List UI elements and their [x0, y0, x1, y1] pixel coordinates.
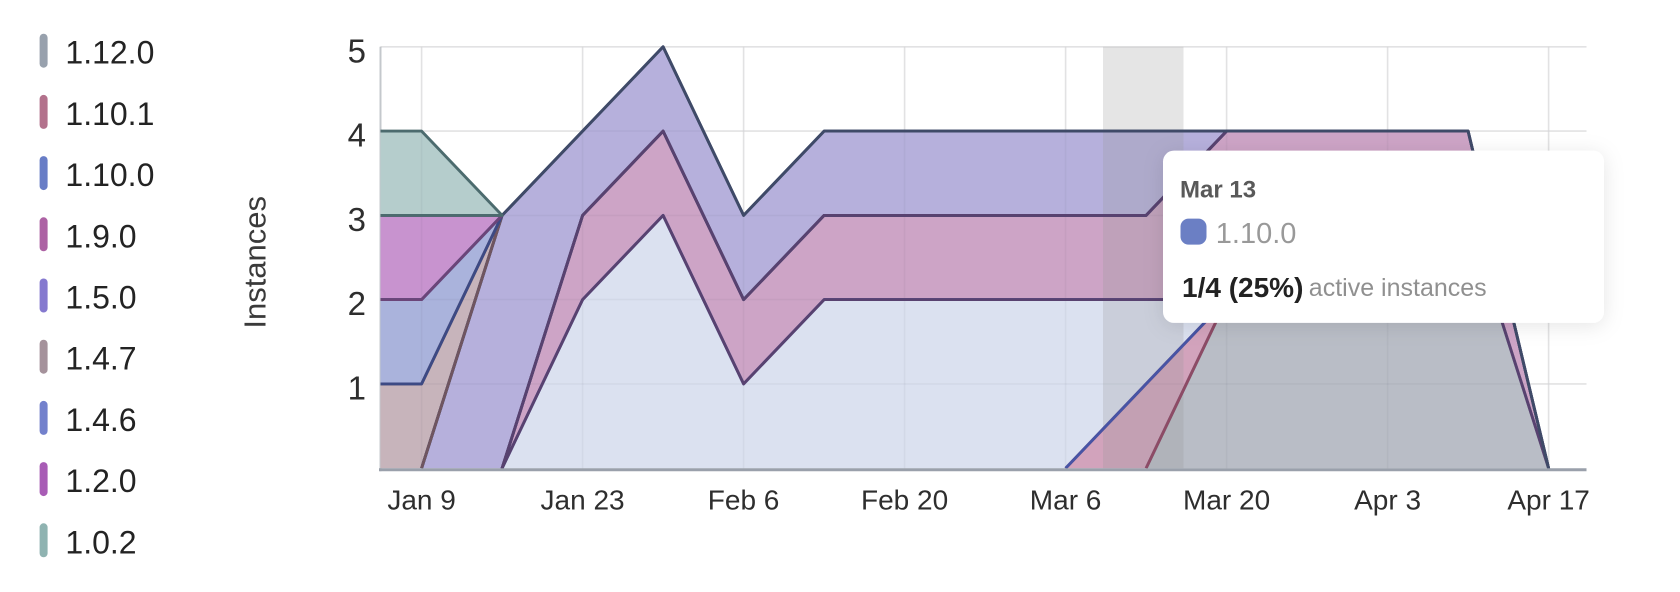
- svg-text:1.10.1: 1.10.1: [65, 96, 154, 132]
- svg-text:Instances: Instances: [238, 196, 273, 329]
- svg-text:Mar 20: Mar 20: [1183, 485, 1270, 516]
- svg-text:Apr 17: Apr 17: [1507, 485, 1590, 516]
- svg-text:Mar 13: Mar 13: [1180, 177, 1256, 204]
- svg-text:Jan 9: Jan 9: [387, 485, 456, 516]
- svg-text:Mar 6: Mar 6: [1030, 485, 1102, 516]
- svg-text:3: 3: [348, 201, 366, 238]
- svg-text:Feb 20: Feb 20: [861, 485, 948, 516]
- svg-text:1: 1: [348, 369, 366, 406]
- svg-text:4: 4: [348, 117, 366, 154]
- svg-text:1/4 (25%): 1/4 (25%): [1182, 272, 1303, 303]
- svg-text:1.10.0: 1.10.0: [1216, 218, 1297, 250]
- svg-text:1.9.0: 1.9.0: [65, 218, 136, 254]
- svg-text:5: 5: [348, 32, 366, 69]
- svg-text:2: 2: [348, 285, 366, 322]
- svg-text:Jan 23: Jan 23: [541, 485, 625, 516]
- svg-text:1.2.0: 1.2.0: [65, 463, 136, 499]
- svg-text:1.5.0: 1.5.0: [65, 280, 136, 316]
- svg-text:1.4.6: 1.4.6: [65, 402, 136, 438]
- svg-text:Apr 3: Apr 3: [1354, 485, 1421, 516]
- svg-text:1.0.2: 1.0.2: [65, 524, 136, 560]
- svg-text:active instances: active instances: [1309, 274, 1487, 302]
- svg-text:1.4.7: 1.4.7: [65, 341, 136, 377]
- svg-text:1.10.0: 1.10.0: [65, 157, 154, 193]
- svg-text:1.12.0: 1.12.0: [65, 35, 154, 71]
- svg-text:Feb 6: Feb 6: [708, 485, 780, 516]
